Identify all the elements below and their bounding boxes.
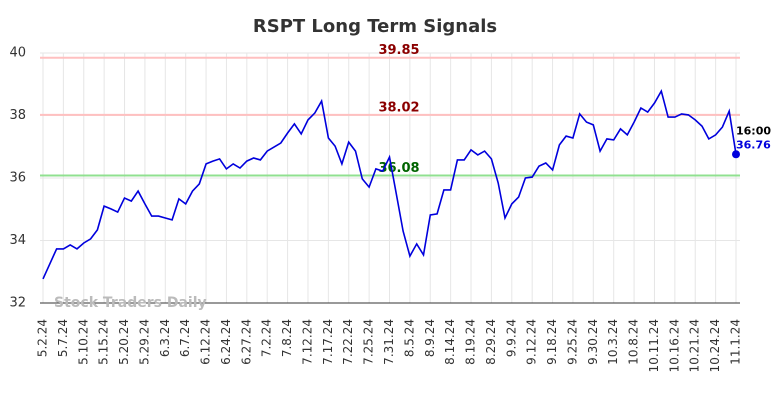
x-tick-label: 7.12.24 <box>300 319 314 365</box>
x-tick-label: 10.3.24 <box>606 319 620 365</box>
last-value-label: 36.76 <box>736 138 771 151</box>
x-tick-label: 5.7.24 <box>56 319 70 357</box>
x-tick-label: 8.5.24 <box>402 319 416 357</box>
x-tick-label: 10.21.24 <box>688 319 702 372</box>
reference-label: 38.02 <box>378 100 419 115</box>
x-tick-label: 9.30.24 <box>586 319 600 365</box>
x-tick-label: 9.9.24 <box>504 319 518 357</box>
x-tick-label: 7.31.24 <box>382 319 396 365</box>
x-tick-label: 8.19.24 <box>464 319 478 365</box>
x-tick-label: 6.3.24 <box>158 319 172 357</box>
x-tick-label: 7.2.24 <box>260 319 274 357</box>
x-tick-label: 8.9.24 <box>423 319 437 357</box>
x-tick-label: 10.24.24 <box>708 319 722 372</box>
y-tick-label: 40 <box>9 46 26 61</box>
x-tick-label: 9.12.24 <box>525 319 539 365</box>
y-tick-label: 38 <box>9 108 26 123</box>
last-point <box>732 150 740 159</box>
x-tick-label: 8.14.24 <box>443 319 457 365</box>
x-tick-label: 5.10.24 <box>76 319 90 365</box>
x-tick-label: 5.2.24 <box>36 319 50 357</box>
price-line <box>42 89 737 280</box>
x-tick-label: 5.29.24 <box>137 319 151 365</box>
x-tick-label: 7.25.24 <box>362 319 376 365</box>
watermark: Stock Traders Daily <box>54 295 207 311</box>
x-tick-label: 6.7.24 <box>178 319 192 357</box>
x-tick-label: 7.8.24 <box>280 319 294 357</box>
reference-label: 36.08 <box>378 161 419 176</box>
y-tick-label: 32 <box>9 296 26 311</box>
y-tick-label: 36 <box>9 171 26 186</box>
last-time-label: 16:00 <box>736 124 771 137</box>
x-tick-label: 10.16.24 <box>667 319 681 372</box>
x-tick-label: 5.20.24 <box>117 319 131 365</box>
x-tick-label: 7.22.24 <box>341 319 355 365</box>
x-tick-label: 9.25.24 <box>565 319 579 365</box>
x-tick-label: 5.15.24 <box>97 319 111 365</box>
x-tick-label: 6.12.24 <box>199 319 213 365</box>
chart-title: RSPT Long Term Signals <box>253 16 497 37</box>
y-tick-label: 34 <box>9 233 26 248</box>
x-tick-label: 6.27.24 <box>239 319 253 365</box>
x-tick-label: 8.29.24 <box>484 319 498 365</box>
x-tick-label: 6.24.24 <box>219 319 233 365</box>
x-tick-label: 11.1.24 <box>729 319 743 365</box>
reference-label: 39.85 <box>378 43 419 58</box>
x-tick-label: 10.11.24 <box>647 319 661 372</box>
x-tick-label: 7.17.24 <box>321 319 335 365</box>
x-tick-label: 9.18.24 <box>545 319 559 365</box>
x-tick-label: 10.8.24 <box>627 319 641 365</box>
